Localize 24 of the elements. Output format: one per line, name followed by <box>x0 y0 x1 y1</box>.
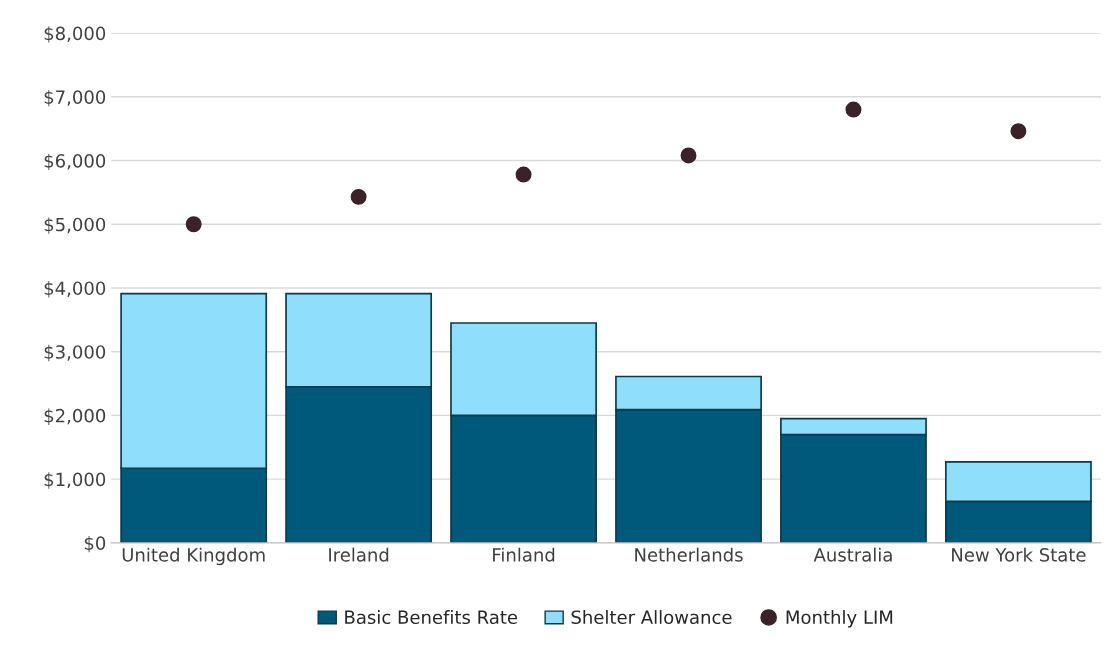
y-tick-label: $7,000 <box>44 89 106 107</box>
y-tick-label: $6,000 <box>44 153 106 171</box>
x-tick-label: Australia <box>813 547 892 562</box>
y-tick-label: $1,000 <box>44 472 106 489</box>
legend-label: Monthly LIM <box>786 610 893 628</box>
y-tick-label: $5,000 <box>44 217 106 234</box>
y-tick-label: $4,000 <box>44 281 106 298</box>
x-tick-label: Ireland <box>329 547 389 562</box>
x-tick-label: New York State <box>952 547 1086 562</box>
y-tick-label: $3,000 <box>44 344 106 362</box>
point <box>515 166 532 183</box>
point <box>185 216 202 233</box>
point <box>1010 123 1027 140</box>
y-tick-label: $2,000 <box>44 408 106 425</box>
point <box>350 188 367 205</box>
legend-label: Shelter Allowance <box>571 610 732 625</box>
y-tick-label: $0 <box>84 535 106 553</box>
x-tick-label: Finland <box>493 547 555 562</box>
y-tick-label: $8,000 <box>44 26 106 43</box>
x-tick-label: United Kingdom <box>122 547 265 566</box>
legend-label: Basic Benefits Rate <box>345 610 518 625</box>
point <box>680 147 697 164</box>
x-tick-label: Netherlands <box>635 547 743 562</box>
point <box>845 101 862 118</box>
